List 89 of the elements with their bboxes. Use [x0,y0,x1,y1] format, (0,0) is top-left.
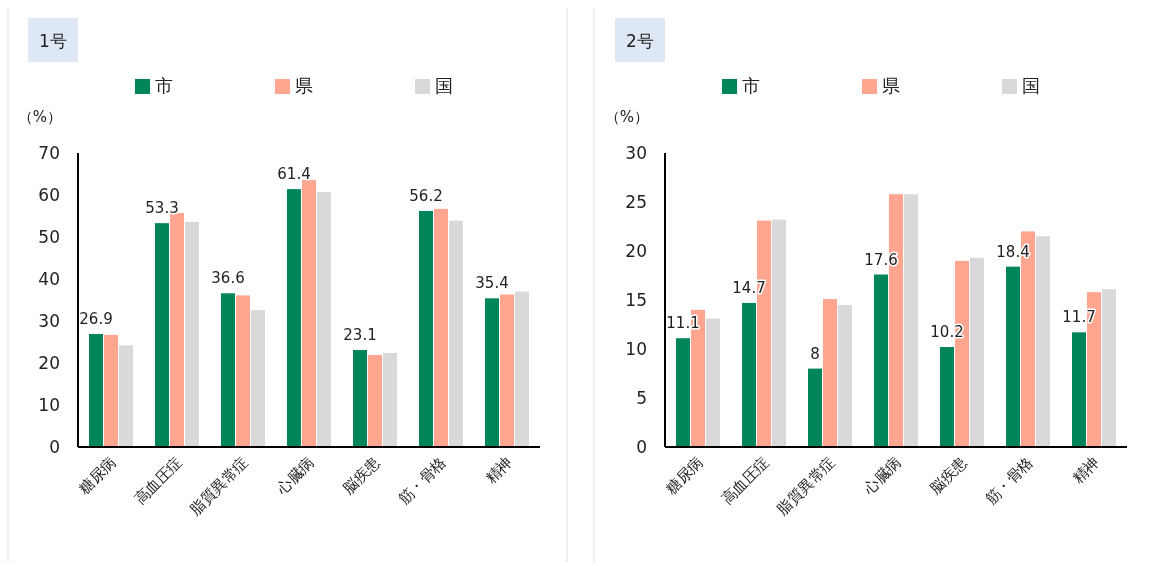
bar [236,295,250,447]
chart-title: 1号 [39,31,67,51]
data-label: 56.2 [409,186,443,205]
y-tick-label: 0 [49,437,60,457]
bar [1102,289,1116,447]
bar [874,274,888,447]
y-tick-label: 20 [38,353,60,373]
legend-label: 市 [742,75,760,96]
bar [119,345,133,447]
x-tick-label: 精神 [481,453,516,488]
x-tick-label: 心臓病 [859,453,905,499]
x-tick-label: 脳疾患 [926,453,971,498]
bar [155,223,169,447]
bar [940,347,954,447]
y-axis-title: （%） [17,108,63,126]
y-tick-label: 60 [38,185,60,205]
data-label: 8 [810,344,820,363]
x-tick-label: 糖尿病 [662,453,707,498]
bar [515,291,529,447]
legend-label: 県 [882,75,900,96]
legend-label: 市 [155,75,173,96]
bar [500,294,514,447]
chart-title: 2号 [626,31,654,51]
data-label: 11.1 [666,314,700,333]
bar [317,192,331,447]
bar [353,349,367,447]
y-tick-label: 40 [38,269,60,289]
x-tick-label: 脳疾患 [339,453,384,498]
bar [287,189,301,447]
x-tick-label: 脂質異常症 [773,453,839,519]
x-tick-label: 心臓病 [272,453,318,499]
bar [449,220,463,447]
bar [383,352,397,447]
y-tick-label: 5 [636,388,647,408]
bar [808,368,822,447]
data-label: 35.4 [475,274,509,293]
x-tick-label: 脂質異常症 [186,453,252,519]
bar [904,194,918,447]
x-tick-label: 高血圧症 [717,453,773,509]
bar [838,304,852,447]
x-tick-label: 精神 [1068,453,1103,488]
data-label: 17.6 [864,250,898,269]
bar [368,355,382,447]
data-label: 23.1 [343,325,377,344]
bar [434,208,448,447]
data-label: 11.7 [1062,308,1096,327]
x-tick-label: 糖尿病 [75,453,120,498]
y-tick-label: 15 [625,290,647,310]
bar [1006,266,1020,447]
y-tick-label: 10 [38,395,60,415]
data-label: 10.2 [930,323,964,342]
bar [742,302,756,447]
bar [1036,236,1050,447]
bar [221,293,235,447]
legend-label: 国 [435,75,453,96]
y-tick-label: 70 [38,143,60,163]
bar [676,338,690,447]
y-tick-label: 20 [625,241,647,261]
data-label: 53.3 [145,199,179,218]
y-tick-label: 30 [38,311,60,331]
bar [419,210,433,447]
bar [706,318,720,447]
data-label: 18.4 [996,242,1030,261]
y-axis-title: （%） [604,108,650,126]
data-label: 14.7 [732,278,766,297]
data-label: 61.4 [277,165,311,184]
x-tick-label: 筋・骨格 [981,453,1037,509]
x-tick-label: 高血圧症 [130,453,186,509]
data-label: 26.9 [79,310,113,329]
y-tick-label: 10 [625,339,647,359]
legend-label: 国 [1022,75,1040,96]
bar [1072,332,1086,447]
bar [302,179,316,447]
bar [89,334,103,447]
bar [970,257,984,447]
y-tick-label: 25 [625,192,647,212]
y-tick-label: 0 [636,437,647,457]
bar [185,221,199,447]
x-tick-label: 筋・骨格 [394,453,450,509]
legend-label: 県 [295,75,313,96]
bar [251,310,265,447]
bar [170,213,184,447]
bar [485,298,499,447]
y-tick-label: 30 [625,143,647,163]
bar [823,299,837,447]
bar [104,334,118,447]
y-tick-label: 50 [38,227,60,247]
bar [772,219,786,447]
data-label: 36.6 [211,269,245,288]
